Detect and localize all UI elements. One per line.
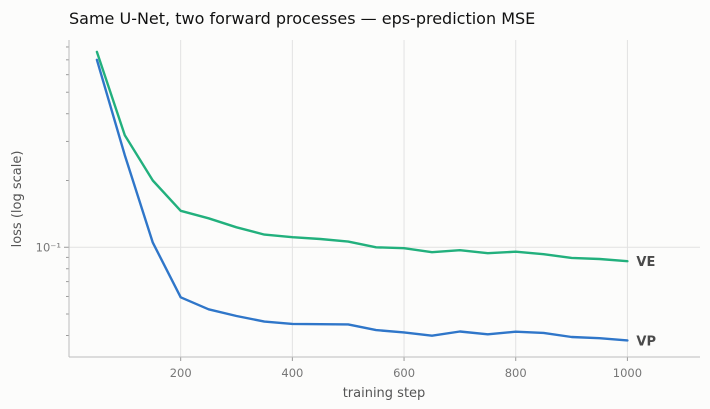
series-line-vp [95, 58, 629, 342]
series-label-ve: VE [636, 255, 655, 270]
series-labels: VE VP [636, 255, 656, 349]
series-label-vp: VP [636, 334, 656, 349]
x-tick-label: 600 [393, 366, 415, 380]
series [95, 50, 629, 342]
x-axis-label: training step [343, 386, 426, 401]
axes: 200 400 600 800 1000 10⁻¹ [36, 40, 700, 380]
x-tick-label: 800 [505, 366, 527, 380]
grid [69, 40, 700, 357]
x-tick-label: 200 [170, 366, 192, 380]
x-tick-label: 1000 [613, 366, 642, 380]
y-axis-label: loss (log scale) [10, 151, 25, 248]
chart-title: Same U-Net, two forward processes — eps-… [69, 9, 535, 28]
y-tick-label: 10⁻¹ [36, 240, 61, 254]
x-tick-label: 400 [281, 366, 303, 380]
series-line-ve [95, 50, 629, 263]
